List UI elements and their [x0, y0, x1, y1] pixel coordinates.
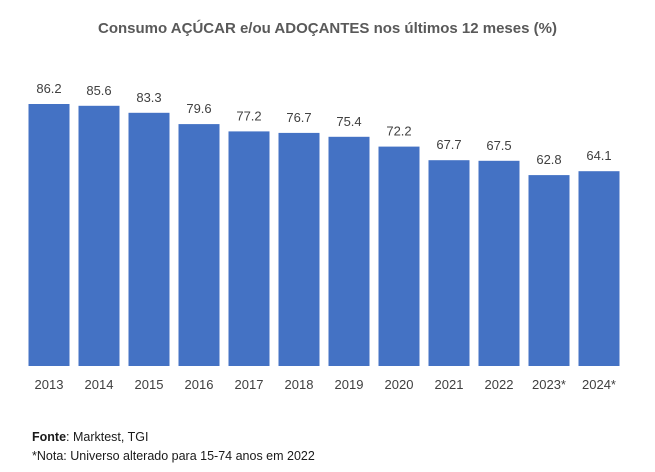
bar-chart: 86.2 85.6 83.3 79.6 77.2 76.7 75.4 72.2 67.7 67.5…	[28, 81, 620, 392]
bar-2018	[278, 132, 320, 366]
x-tick-2015: 2015	[135, 377, 164, 392]
source-label: Fonte	[32, 430, 67, 444]
x-tick-2014: 2014	[85, 377, 114, 392]
x-tick-2017: 2017	[235, 377, 264, 392]
chart-title: Consumo AÇÚCAR e/ou ADOÇANTES nos último…	[98, 20, 557, 37]
bar-2016	[178, 124, 220, 366]
bar-2019	[328, 136, 370, 366]
x-tick-2022: 2022	[485, 377, 514, 392]
x-tick-2020: 2020	[385, 377, 414, 392]
x-tick-2018: 2018	[285, 377, 314, 392]
value-label-2015: 83.3	[136, 90, 161, 105]
value-label-2019: 75.4	[336, 114, 361, 129]
bar-2020	[378, 146, 420, 366]
x-tick-2016: 2016	[185, 377, 214, 392]
value-label-2018: 76.7	[286, 110, 311, 125]
x-tick-2023*: 2023*	[532, 377, 566, 392]
footer: Fonte: Marktest, TGI *Nota: Universo alt…	[32, 428, 315, 466]
x-tick-2019: 2019	[335, 377, 364, 392]
value-label-2024*: 64.1	[586, 148, 611, 163]
source-line: Fonte: Marktest, TGI	[32, 428, 315, 447]
value-label-2017: 77.2	[236, 108, 261, 123]
bar-2024*	[578, 171, 620, 366]
bar-2017	[228, 131, 270, 366]
value-label-2013: 86.2	[36, 81, 61, 96]
x-tick-labels-group: 2013 2014 2015 2016 2017 2018 2019 2020 2021 2022…	[35, 377, 616, 392]
value-label-2022: 67.5	[486, 138, 511, 153]
value-labels-group: 86.2 85.6 83.3 79.6 77.2 76.7 75.4 72.2 67.7 67.5…	[36, 81, 611, 167]
bars-group	[28, 104, 620, 367]
value-label-2021: 67.7	[436, 137, 461, 152]
source-text: : Marktest, TGI	[66, 430, 149, 444]
bar-2023*	[528, 175, 570, 366]
x-tick-2013: 2013	[35, 377, 64, 392]
bar-2013	[28, 104, 70, 366]
bar-2014	[78, 105, 120, 367]
x-tick-2024*: 2024*	[582, 377, 616, 392]
bar-2022	[478, 160, 520, 366]
x-tick-2021: 2021	[435, 377, 464, 392]
bar-2021	[428, 160, 470, 366]
bar-2015	[128, 112, 170, 366]
value-label-2016: 79.6	[186, 101, 211, 116]
footnote: *Nota: Universo alterado para 15-74 anos…	[32, 449, 315, 463]
value-label-2023*: 62.8	[536, 152, 561, 167]
value-label-2014: 85.6	[86, 83, 111, 98]
value-label-2020: 72.2	[386, 124, 411, 139]
